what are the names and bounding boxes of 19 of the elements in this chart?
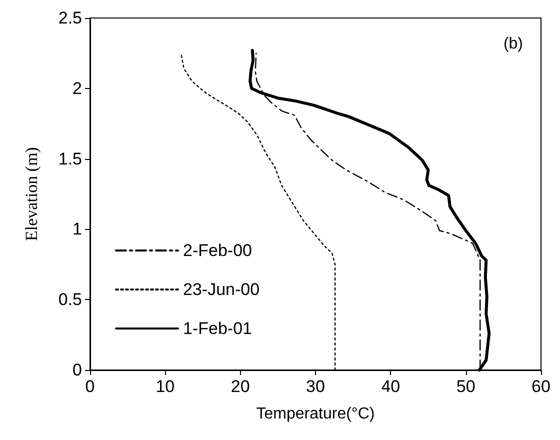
y-tick-label: 0 xyxy=(72,360,82,380)
y-tick-label: 1 xyxy=(72,220,82,239)
x-tick-label: 30 xyxy=(306,377,325,396)
annotation: (b) xyxy=(503,36,524,52)
y-tick-label: 2.5 xyxy=(58,8,82,28)
x-tick-label: 10 xyxy=(156,377,175,396)
legend-label: 1-Feb-01 xyxy=(183,319,252,338)
x-tick-label: 40 xyxy=(381,377,400,396)
x-tick-label: 20 xyxy=(230,377,250,396)
x-tick-label: 50 xyxy=(456,377,476,396)
y-tick-label: 1.5 xyxy=(58,149,82,168)
y-axis-title: Elevation (m) xyxy=(22,147,41,241)
x-tick-label: 0 xyxy=(85,377,95,396)
x-axis-title: Temperature(°C) xyxy=(256,406,375,422)
x-tick-label: 60 xyxy=(532,377,550,396)
legend-label: 2-Feb-00 xyxy=(183,241,252,260)
y-tick-label: 2 xyxy=(72,78,82,98)
y-tick-label: 0.5 xyxy=(58,290,82,310)
legend-label: 23-Jun-00 xyxy=(183,280,260,299)
